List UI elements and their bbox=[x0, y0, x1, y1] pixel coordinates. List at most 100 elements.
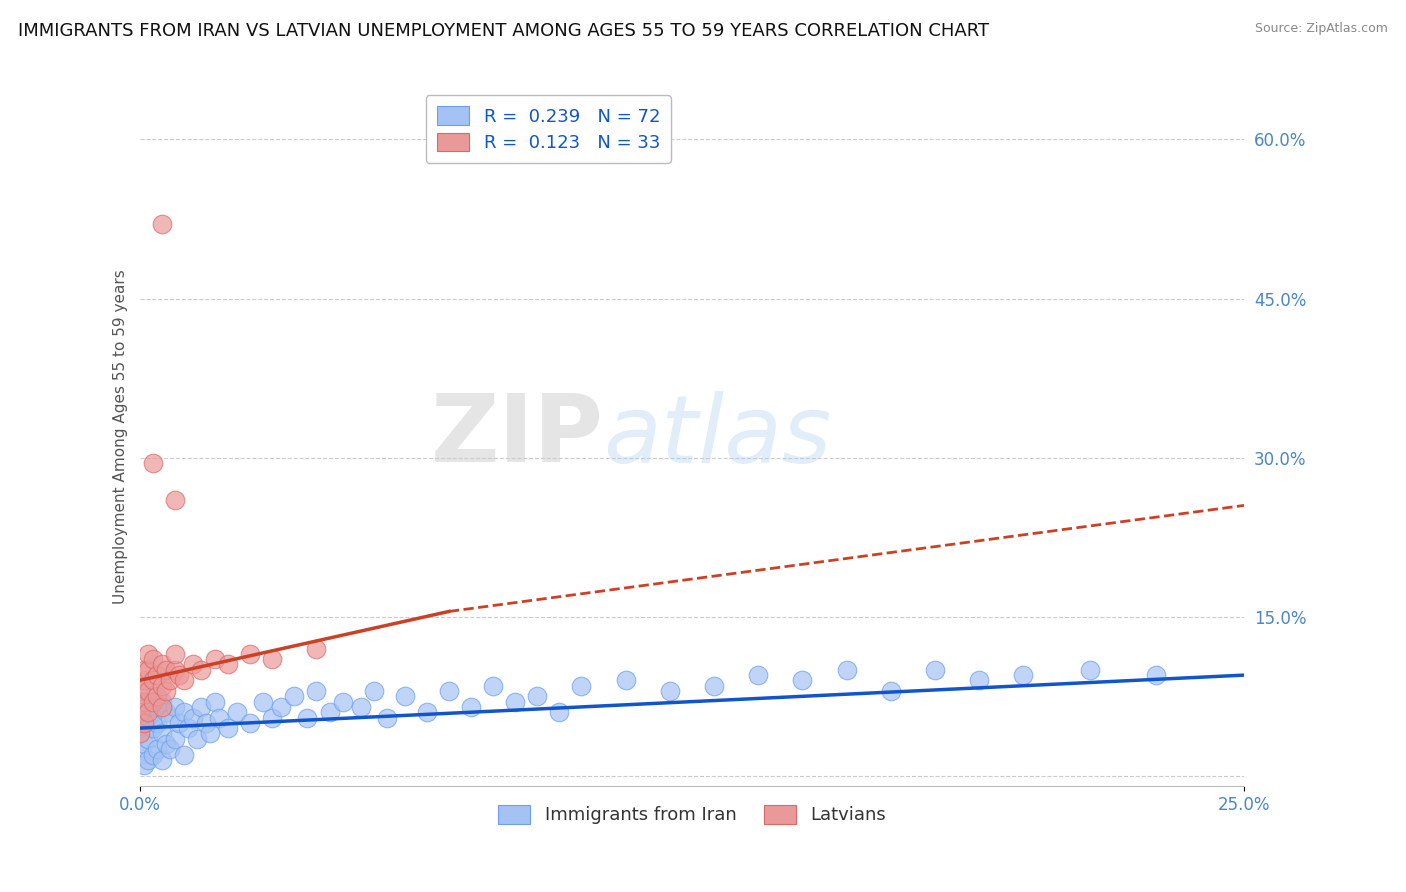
Point bbox=[747, 668, 769, 682]
Point bbox=[283, 690, 305, 704]
Point bbox=[375, 710, 398, 724]
Point bbox=[155, 737, 177, 751]
Point bbox=[177, 721, 200, 735]
Text: atlas: atlas bbox=[603, 391, 832, 482]
Point bbox=[1078, 663, 1101, 677]
Point bbox=[482, 679, 505, 693]
Point bbox=[146, 690, 169, 704]
Point bbox=[132, 673, 155, 688]
Point bbox=[150, 695, 173, 709]
Point bbox=[460, 700, 482, 714]
Text: Source: ZipAtlas.com: Source: ZipAtlas.com bbox=[1254, 22, 1388, 36]
Point bbox=[142, 705, 165, 719]
Point bbox=[204, 695, 226, 709]
Point bbox=[132, 715, 155, 730]
Point bbox=[142, 695, 165, 709]
Point bbox=[503, 695, 526, 709]
Point bbox=[270, 700, 292, 714]
Point bbox=[163, 647, 186, 661]
Point bbox=[526, 690, 548, 704]
Point bbox=[150, 679, 173, 693]
Legend: Immigrants from Iran, Latvians: Immigrants from Iran, Latvians bbox=[489, 796, 896, 833]
Point bbox=[138, 647, 160, 661]
Point bbox=[132, 737, 155, 751]
Point bbox=[703, 679, 725, 693]
Point bbox=[155, 663, 177, 677]
Point bbox=[159, 742, 181, 756]
Point bbox=[159, 710, 181, 724]
Y-axis label: Unemployment Among Ages 55 to 59 years: Unemployment Among Ages 55 to 59 years bbox=[114, 269, 128, 604]
Point bbox=[142, 690, 165, 704]
Point bbox=[349, 700, 371, 714]
Point bbox=[835, 663, 858, 677]
Point bbox=[163, 731, 186, 746]
Point bbox=[1012, 668, 1035, 682]
Point bbox=[138, 753, 160, 767]
Point bbox=[181, 710, 204, 724]
Point bbox=[163, 493, 186, 508]
Point bbox=[138, 705, 160, 719]
Point bbox=[262, 710, 284, 724]
Point bbox=[155, 684, 177, 698]
Point bbox=[128, 726, 150, 740]
Point bbox=[142, 721, 165, 735]
Text: ZIP: ZIP bbox=[430, 391, 603, 483]
Point bbox=[138, 731, 160, 746]
Point bbox=[190, 663, 212, 677]
Point bbox=[138, 695, 160, 709]
Point bbox=[159, 673, 181, 688]
Point bbox=[142, 747, 165, 762]
Point bbox=[186, 731, 208, 746]
Point bbox=[200, 726, 222, 740]
Text: IMMIGRANTS FROM IRAN VS LATVIAN UNEMPLOYMENT AMONG AGES 55 TO 59 YEARS CORRELATI: IMMIGRANTS FROM IRAN VS LATVIAN UNEMPLOY… bbox=[18, 22, 990, 40]
Point bbox=[169, 668, 191, 682]
Point bbox=[150, 700, 173, 714]
Point bbox=[190, 700, 212, 714]
Point bbox=[150, 753, 173, 767]
Point bbox=[658, 684, 681, 698]
Point bbox=[155, 705, 177, 719]
Point bbox=[394, 690, 416, 704]
Point bbox=[138, 710, 160, 724]
Point bbox=[132, 758, 155, 772]
Point bbox=[792, 673, 814, 688]
Point bbox=[204, 652, 226, 666]
Point bbox=[146, 668, 169, 682]
Point bbox=[181, 657, 204, 672]
Point bbox=[146, 742, 169, 756]
Point bbox=[128, 747, 150, 762]
Point bbox=[437, 684, 460, 698]
Point bbox=[225, 705, 247, 719]
Point bbox=[150, 726, 173, 740]
Point bbox=[924, 663, 946, 677]
Point bbox=[146, 715, 169, 730]
Point bbox=[150, 217, 173, 231]
Point bbox=[163, 663, 186, 677]
Point bbox=[138, 663, 160, 677]
Point bbox=[142, 673, 165, 688]
Point bbox=[967, 673, 990, 688]
Point bbox=[614, 673, 637, 688]
Point bbox=[169, 715, 191, 730]
Point bbox=[142, 456, 165, 470]
Point bbox=[138, 684, 160, 698]
Point bbox=[239, 647, 262, 661]
Point bbox=[239, 715, 262, 730]
Point bbox=[318, 705, 340, 719]
Point bbox=[132, 715, 155, 730]
Point bbox=[150, 657, 173, 672]
Point bbox=[1144, 668, 1167, 682]
Point bbox=[548, 705, 571, 719]
Point bbox=[132, 695, 155, 709]
Point bbox=[146, 700, 169, 714]
Point bbox=[262, 652, 284, 666]
Point bbox=[142, 652, 165, 666]
Point bbox=[363, 684, 385, 698]
Point bbox=[132, 663, 155, 677]
Point bbox=[173, 747, 195, 762]
Point bbox=[208, 710, 231, 724]
Point bbox=[217, 721, 239, 735]
Point bbox=[128, 684, 150, 698]
Point bbox=[571, 679, 593, 693]
Point bbox=[332, 695, 354, 709]
